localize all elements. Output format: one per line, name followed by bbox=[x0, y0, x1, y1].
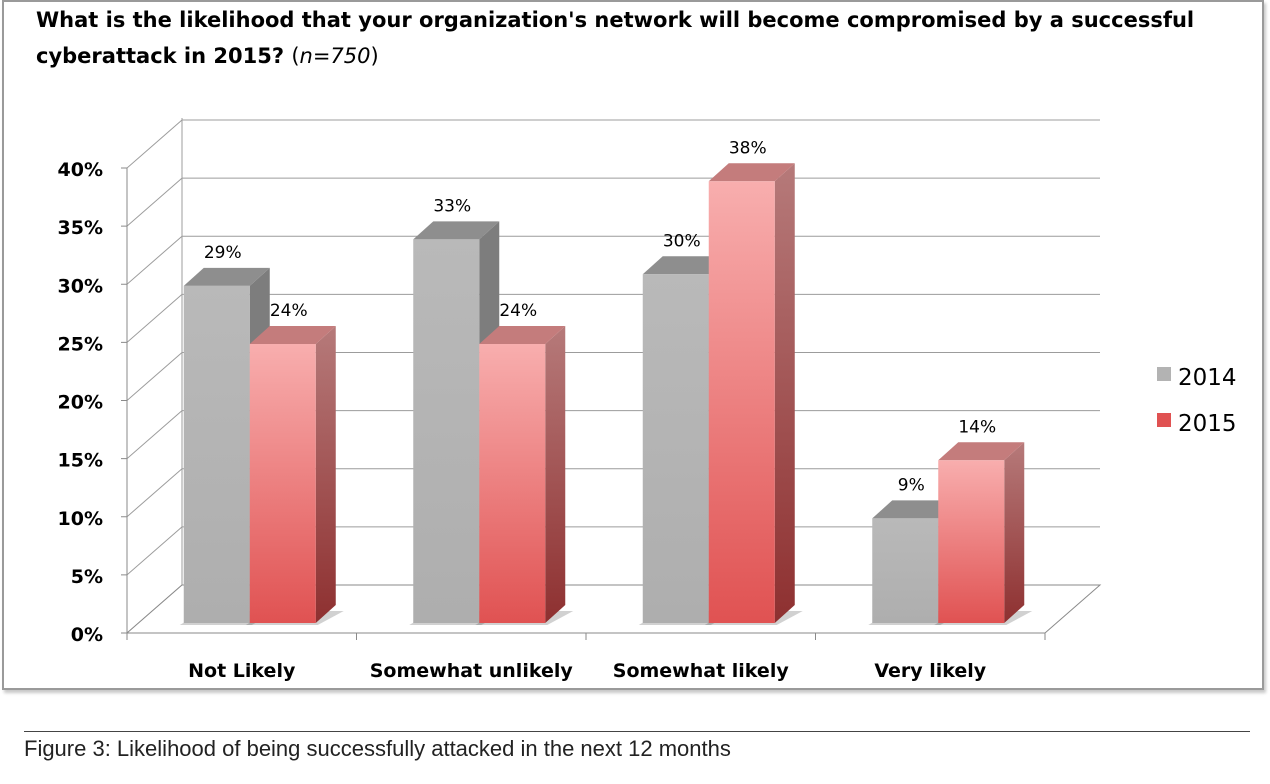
bar-side bbox=[545, 326, 566, 623]
legend-swatch bbox=[1157, 413, 1171, 427]
gridline-diagonal bbox=[126, 235, 183, 285]
data-label: 29% bbox=[204, 243, 242, 263]
x-tick-label: Not Likely bbox=[188, 660, 296, 682]
legend-swatch bbox=[1157, 367, 1171, 381]
x-tick-label: Somewhat unlikely bbox=[370, 660, 574, 682]
chart-title: What is the likelihood that your organiz… bbox=[36, 2, 1236, 74]
y-tick-label: 20% bbox=[58, 392, 103, 414]
bar-front bbox=[479, 344, 546, 623]
chart-subtitle: (n=750) bbox=[291, 44, 379, 68]
bar-top bbox=[249, 326, 336, 344]
axis-layer: 0% 5% 10% 15% 20% 25% 30% 35% 40% Not Likely Somew… bbox=[58, 159, 1046, 682]
data-label: 38% bbox=[729, 138, 767, 158]
bar-side bbox=[774, 163, 795, 623]
gridline-diagonal bbox=[126, 293, 183, 343]
floor-layer bbox=[125, 584, 1102, 634]
bar-2015-0: 24% bbox=[245, 301, 344, 625]
y-tick-label: 35% bbox=[58, 217, 103, 239]
bar-side bbox=[1004, 442, 1025, 623]
bar-top bbox=[183, 267, 270, 286]
gridline-diagonal bbox=[126, 119, 183, 169]
bars-layer: 29% 24% 33% 24% 30% 38% 9% 14% bbox=[179, 138, 1033, 625]
gridline-diagonal bbox=[126, 526, 183, 576]
bar-front bbox=[183, 285, 250, 623]
y-tick-label: 5% bbox=[71, 566, 103, 588]
bar-front bbox=[938, 460, 1005, 623]
bar-front bbox=[249, 344, 316, 623]
figure-caption: Figure 3: Likelihood of being successful… bbox=[24, 736, 731, 761]
data-label: 24% bbox=[270, 301, 308, 321]
data-label: 33% bbox=[433, 196, 471, 216]
data-label: 24% bbox=[499, 301, 537, 321]
bar-top bbox=[642, 256, 729, 275]
bar-chart: 29% 24% 33% 24% 30% 38% 9% 14% 0% 5% 10% 15% 20% 25%… bbox=[58, 118, 1237, 682]
legend: 2014 2015 bbox=[1157, 365, 1237, 437]
bar-front bbox=[872, 518, 939, 623]
gridline-diagonal bbox=[126, 468, 183, 518]
data-label: 14% bbox=[958, 417, 996, 437]
chart-floor bbox=[125, 584, 1102, 634]
y-tick-label: 10% bbox=[58, 508, 103, 530]
bar-top bbox=[872, 500, 959, 519]
chart-title-text: What is the likelihood that your organiz… bbox=[36, 8, 1195, 68]
bar-2015-3: 14% bbox=[934, 417, 1033, 625]
gridline-diagonal bbox=[126, 177, 183, 227]
bar-top bbox=[479, 326, 566, 344]
y-tick-label: 15% bbox=[58, 450, 103, 472]
caption-rule bbox=[24, 731, 1250, 732]
y-tick-label: 0% bbox=[71, 624, 103, 646]
bar-top bbox=[708, 163, 795, 182]
data-label: 9% bbox=[898, 475, 925, 495]
bar-2015-1: 24% bbox=[475, 301, 574, 625]
bar-side bbox=[315, 326, 336, 623]
bar-top bbox=[938, 442, 1025, 461]
y-tick-label: 40% bbox=[58, 159, 103, 181]
bar-top bbox=[413, 221, 500, 240]
y-tick-label: 30% bbox=[58, 275, 103, 297]
legend-item-2014: 2014 bbox=[1157, 365, 1237, 391]
x-tick-label: Somewhat likely bbox=[613, 660, 790, 682]
legend-label: 2014 bbox=[1178, 365, 1237, 391]
legend-label: 2015 bbox=[1178, 411, 1237, 437]
gridline-diagonal bbox=[126, 352, 183, 401]
data-label: 30% bbox=[663, 231, 701, 251]
x-tick-label: Very likely bbox=[874, 660, 986, 682]
bar-front bbox=[413, 239, 480, 623]
legend-item-2015: 2015 bbox=[1157, 411, 1237, 437]
bar-2015-2: 38% bbox=[704, 138, 803, 625]
gridline-diagonal bbox=[126, 410, 183, 460]
bar-front bbox=[708, 181, 775, 623]
bar-front bbox=[642, 274, 709, 623]
y-tick-label: 25% bbox=[58, 333, 103, 355]
